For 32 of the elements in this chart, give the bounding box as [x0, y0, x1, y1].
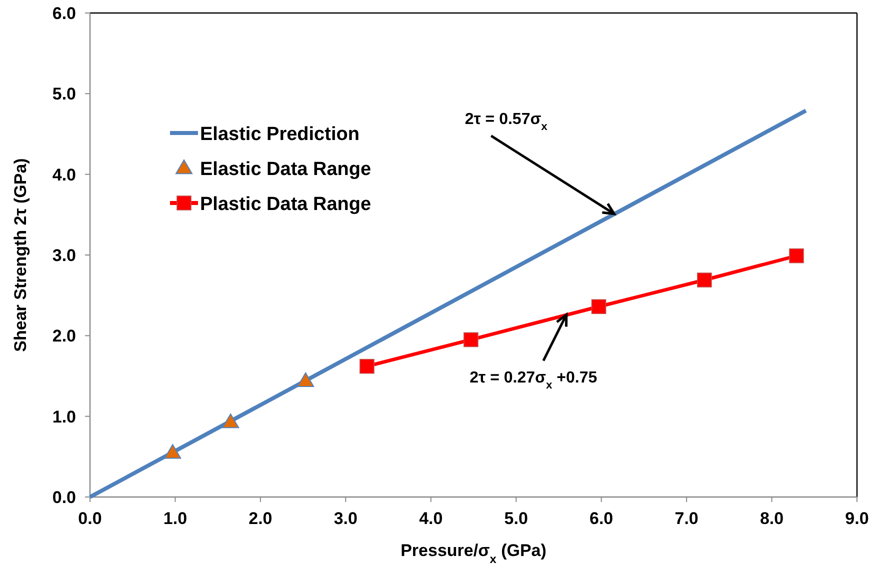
y-tick-label: 5.0	[52, 84, 76, 104]
point	[222, 413, 240, 428]
x-tick-label: 0.0	[78, 509, 102, 528]
x-tick-label: 7.0	[674, 509, 698, 528]
y-axis-title: Shear Strength 2τ (GPa)	[11, 158, 30, 352]
x-tick-label: 6.0	[590, 509, 614, 528]
legend-label: Plastic Data Range	[200, 194, 372, 215]
point	[591, 299, 606, 314]
point	[789, 248, 804, 264]
x-tick-label: 5.0	[504, 509, 528, 528]
x-tick-label: 1.0	[163, 509, 188, 528]
annotation: 2τ = 0.57σ$_{x}$	[464, 110, 548, 133]
x-axis-title: Pressure/σ$_{x}$ (GPa)	[400, 541, 546, 566]
point	[360, 358, 374, 374]
x-tick-label: 9.0	[845, 509, 869, 528]
x-tick-label: 3.0	[334, 509, 358, 528]
y-tick-label: 1.0	[52, 407, 76, 426]
x-tick-label: 4.0	[419, 509, 443, 528]
x-tick-label: 8.0	[760, 509, 784, 528]
point	[697, 272, 712, 288]
y-tick-label: 6.0	[52, 4, 76, 23]
point	[164, 444, 182, 459]
point	[297, 372, 314, 387]
legend-label: Elastic Prediction	[200, 124, 360, 145]
y-tick-label: 3.0	[52, 246, 76, 265]
annotation: 2τ = 0.27σ$_{x}$ +0.75	[470, 370, 598, 392]
x-tick-label: 2.0	[248, 509, 272, 528]
point	[464, 332, 478, 348]
y-tick-label: 0.0	[52, 488, 76, 507]
y-tick-label: 4.0	[52, 165, 76, 184]
y-tick-label: 2.0	[52, 326, 76, 346]
legend-label: Elastic Data Range	[200, 159, 372, 180]
